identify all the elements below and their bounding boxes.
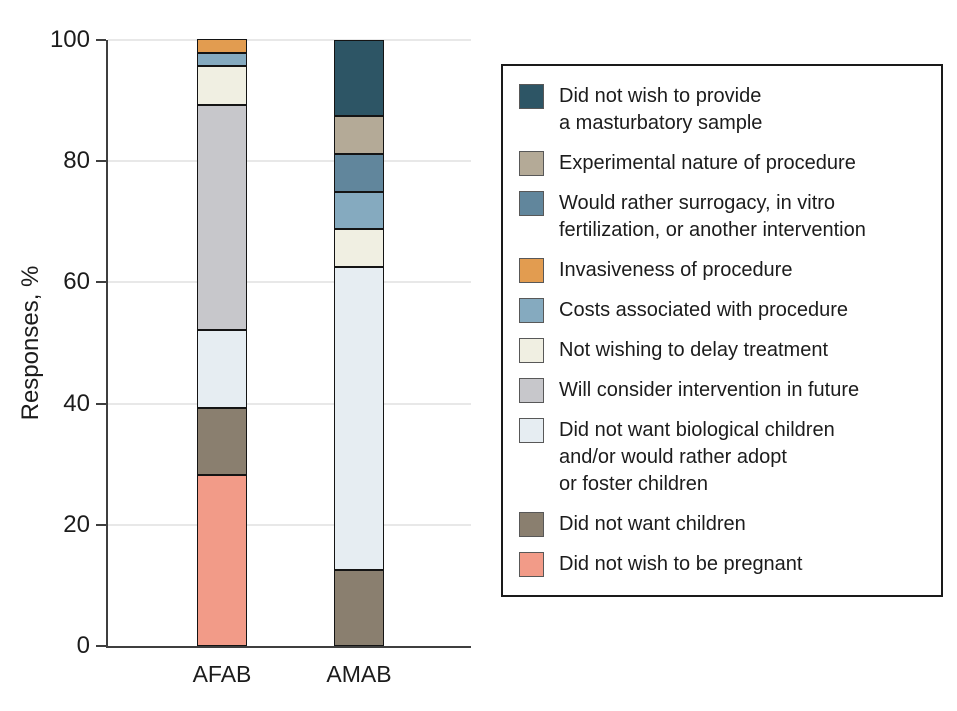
y-axis-tick bbox=[96, 281, 106, 284]
legend-swatch bbox=[519, 151, 544, 176]
y-axis-tick bbox=[96, 402, 106, 405]
y-axis-tick bbox=[96, 645, 106, 647]
legend-label: Will consider intervention in future bbox=[559, 379, 860, 401]
bar-segment bbox=[334, 153, 384, 192]
gridline bbox=[108, 523, 471, 526]
legend-item: Did not wish to provide a masturbatory s… bbox=[519, 83, 925, 137]
legend-label: Did not want children bbox=[559, 513, 746, 535]
y-axis-tick bbox=[96, 39, 106, 41]
gridline bbox=[108, 402, 471, 405]
bar-segment bbox=[197, 105, 247, 330]
bar-segment bbox=[197, 474, 247, 646]
bar-segment bbox=[197, 52, 247, 67]
legend-label: Did not wish to provide a masturbatory s… bbox=[559, 85, 763, 134]
legend-item: Invasiveness of procedure bbox=[519, 257, 925, 284]
bar-amab bbox=[334, 40, 384, 646]
bar-segment bbox=[334, 267, 384, 571]
gridline bbox=[108, 39, 471, 41]
legend-item: Will consider intervention in future bbox=[519, 377, 925, 404]
y-tick-label: 0 bbox=[76, 632, 90, 659]
legend-label: Invasiveness of procedure bbox=[559, 259, 793, 281]
legend-item: Costs associated with procedure bbox=[519, 297, 925, 324]
legend-label: Not wishing to delay treatment bbox=[559, 339, 829, 361]
gridline bbox=[108, 281, 471, 284]
y-tick-label: 100 bbox=[49, 26, 90, 53]
y-tick-label: 80 bbox=[63, 147, 90, 175]
x-tick-label-amab: AMAB bbox=[326, 661, 392, 687]
bar-segment bbox=[197, 66, 247, 106]
bar-segment bbox=[197, 329, 247, 409]
y-tick-label: 40 bbox=[63, 389, 90, 417]
legend-item: Did not want biological children and/or … bbox=[519, 417, 925, 498]
y-tick-label: 20 bbox=[63, 510, 90, 538]
legend-label: Experimental nature of procedure bbox=[559, 152, 856, 174]
legend-swatch bbox=[519, 418, 544, 443]
bar-segment bbox=[334, 40, 384, 116]
legend-swatch bbox=[519, 258, 544, 283]
legend-item: Experimental nature of procedure bbox=[519, 150, 925, 177]
bar-segment bbox=[334, 570, 384, 646]
bar-segment bbox=[334, 115, 384, 154]
x-tick-label-afab: AFAB bbox=[192, 661, 252, 687]
bar-segment bbox=[197, 39, 247, 53]
legend-label: Would rather surrogacy, in vitro fertili… bbox=[559, 192, 866, 241]
legend-item: Did not want children bbox=[519, 511, 925, 538]
legend-swatch bbox=[519, 552, 544, 577]
bar-afab bbox=[197, 39, 247, 646]
legend-swatch bbox=[519, 298, 544, 323]
legend-item: Would rather surrogacy, in vitro fertili… bbox=[519, 190, 925, 244]
bar-segment bbox=[334, 191, 384, 230]
legend: Did not wish to provide a masturbatory s… bbox=[501, 64, 943, 597]
y-axis-tick bbox=[96, 160, 106, 163]
y-axis-tick bbox=[96, 523, 106, 526]
bar-segment bbox=[197, 408, 247, 475]
legend-swatch bbox=[519, 191, 544, 216]
legend-swatch bbox=[519, 378, 544, 403]
plot-area: 0 20 40 60 80 100 AFAB AMAB bbox=[50, 26, 471, 687]
legend-swatch bbox=[519, 84, 544, 109]
legend-label: Costs associated with procedure bbox=[559, 299, 849, 321]
bar-segment bbox=[334, 229, 384, 268]
legend-label: Did not wish to be pregnant bbox=[559, 553, 803, 575]
legend-item: Did not wish to be pregnant bbox=[519, 551, 925, 578]
legend-swatch bbox=[519, 512, 544, 537]
legend-label: Did not want biological children and/or … bbox=[559, 419, 835, 495]
legend-item: Not wishing to delay treatment bbox=[519, 337, 925, 364]
legend-swatch bbox=[519, 338, 544, 363]
y-tick-label: 60 bbox=[63, 268, 90, 296]
gridline bbox=[108, 160, 471, 163]
